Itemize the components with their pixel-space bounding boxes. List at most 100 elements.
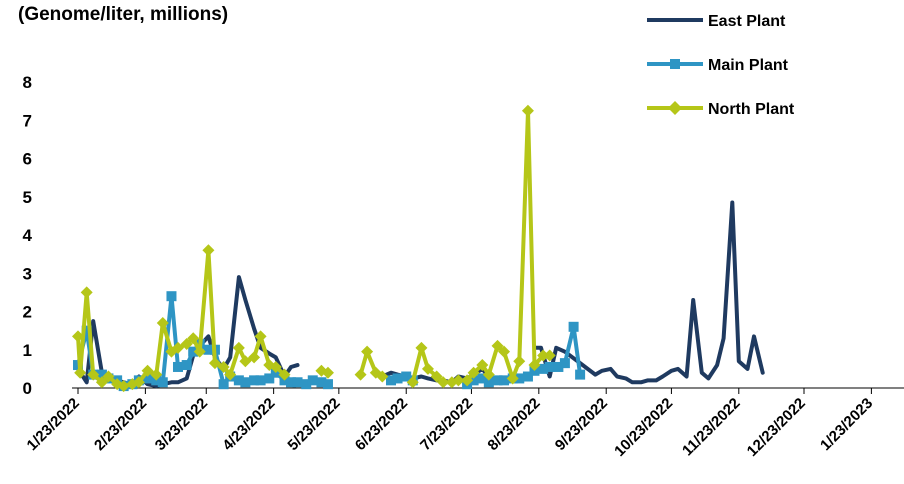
data-point (437, 376, 450, 389)
data-point (307, 375, 318, 386)
y-tick-label: 3 (23, 264, 32, 283)
data-point (208, 357, 221, 370)
data-point (421, 362, 434, 375)
legend-marker (668, 101, 682, 115)
data-point (506, 372, 519, 385)
data-point (354, 368, 367, 381)
legend-label: North Plant (708, 101, 795, 118)
data-point (482, 368, 495, 381)
data-point (80, 286, 93, 299)
data-point (187, 332, 200, 345)
series-line (410, 108, 552, 385)
data-point (102, 370, 115, 383)
data-point (316, 377, 327, 388)
data-point (491, 339, 504, 352)
legend-item: North Plant (647, 101, 795, 118)
data-point (477, 373, 488, 384)
data-point (117, 380, 130, 393)
data-point (575, 369, 586, 380)
data-point (232, 341, 245, 354)
data-point (522, 371, 533, 382)
y-tick-label: 4 (23, 226, 33, 245)
y-tick-label: 6 (23, 150, 32, 169)
legend-item: East Plant (647, 13, 786, 30)
x-tick-label: 1/23/2023 (817, 395, 876, 454)
data-point (452, 374, 465, 387)
data-point (96, 369, 107, 380)
data-point (202, 244, 215, 257)
data-point (156, 316, 169, 329)
data-point (269, 360, 282, 373)
y-tick-label: 8 (23, 73, 32, 92)
data-point (132, 376, 145, 389)
data-point (74, 366, 87, 379)
data-point (171, 341, 184, 354)
data-point (292, 377, 303, 388)
data-point (538, 363, 549, 374)
x-tick-label: 8/23/2022 (484, 395, 543, 454)
x-tick-label: 11/23/2022 (679, 395, 744, 460)
y-tick-label: 7 (23, 111, 32, 130)
data-point (254, 330, 267, 343)
x-tick-label: 7/23/2022 (417, 395, 476, 454)
legend-label: East Plant (708, 13, 786, 30)
data-point (406, 376, 419, 389)
x-tick-label: 1/23/2022 (24, 395, 83, 454)
data-point (217, 360, 230, 373)
legend-item: Main Plant (647, 57, 789, 74)
x-tick-label: 5/23/2022 (284, 395, 343, 454)
data-point (498, 345, 511, 358)
x-tick-label: 10/23/2022 (611, 395, 676, 460)
y-tick-label: 2 (23, 303, 32, 322)
x-tick-label: 2/23/2022 (91, 395, 150, 454)
data-point (72, 330, 84, 343)
series-line (532, 200, 765, 385)
data-point (559, 358, 570, 369)
data-point (553, 361, 564, 372)
data-point (203, 344, 214, 355)
chart-title: (Genome/liter, millions) (18, 4, 228, 25)
legend-label: Main Plant (708, 57, 789, 74)
data-point (249, 375, 260, 386)
data-point (239, 355, 252, 368)
data-point (301, 379, 312, 390)
y-tick-label: 0 (23, 379, 32, 398)
data-point (483, 377, 494, 388)
plot-area (72, 104, 765, 393)
y-axis: 0 1 2 3 4 5 6 7 8 (23, 73, 33, 398)
x-tick-label: 4/23/2022 (219, 395, 278, 454)
data-point (544, 361, 555, 372)
data-point (87, 368, 100, 381)
data-point (476, 359, 489, 372)
data-point (218, 379, 229, 390)
data-point (150, 368, 163, 381)
x-tick-label: 9/23/2022 (552, 395, 611, 454)
data-point (568, 321, 579, 332)
data-point (157, 377, 168, 388)
data-point (233, 375, 244, 386)
data-point (415, 341, 428, 354)
legend: East Plant Main Plant North Plant (647, 13, 795, 118)
data-point (166, 291, 177, 302)
data-point (255, 375, 266, 386)
data-point (514, 373, 525, 384)
data-point (499, 375, 510, 386)
data-point (142, 373, 153, 384)
data-point (95, 376, 108, 389)
data-point (468, 375, 479, 386)
data-point (430, 370, 443, 383)
y-tick-label: 1 (23, 341, 32, 360)
data-point (386, 375, 397, 386)
data-point (543, 349, 556, 362)
data-point (188, 346, 199, 357)
data-point (513, 355, 526, 368)
data-point (240, 377, 251, 388)
data-point (180, 338, 193, 351)
data-point (172, 361, 183, 372)
data-point (181, 360, 192, 371)
data-point (361, 345, 374, 358)
data-point (278, 368, 291, 381)
data-point (193, 345, 206, 358)
data-point (321, 366, 334, 379)
